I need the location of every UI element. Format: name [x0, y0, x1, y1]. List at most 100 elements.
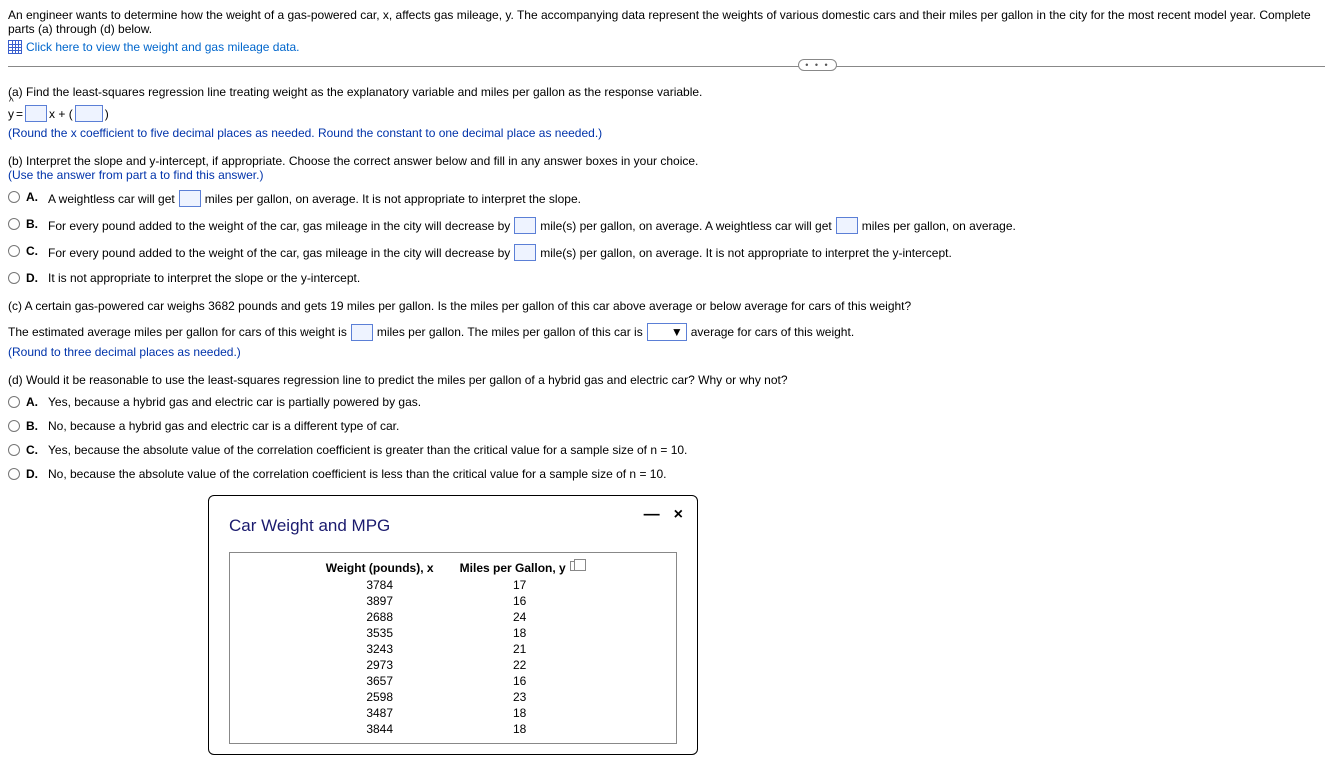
- part-b-options: A. A weightless car will get miles per g…: [8, 190, 1325, 285]
- bb-input2[interactable]: [836, 217, 858, 234]
- table-cell: 18: [446, 625, 593, 641]
- close-paren: ): [105, 107, 109, 121]
- col-mpg-header: Miles per Gallon, y: [446, 559, 593, 577]
- table-cell: 3535: [313, 625, 446, 641]
- table-cell: 21: [446, 641, 593, 657]
- table-cell: 16: [446, 593, 593, 609]
- regression-equation: y = x + ( ): [8, 105, 1325, 122]
- label-b: B.: [26, 217, 42, 231]
- da-text: Yes, because a hybrid gas and electric c…: [48, 395, 421, 409]
- radio-d-d[interactable]: [8, 468, 20, 480]
- bc-input[interactable]: [514, 244, 536, 261]
- bb-input1[interactable]: [514, 217, 536, 234]
- label-a: A.: [26, 190, 42, 204]
- close-button[interactable]: ×: [674, 506, 683, 524]
- slope-input[interactable]: [25, 105, 47, 122]
- part-b-prompt: (b) Interpret the slope and y-intercept,…: [8, 154, 1325, 168]
- table-cell: 3657: [313, 673, 446, 689]
- problem-intro: An engineer wants to determine how the w…: [8, 8, 1325, 36]
- x-plus: x + (: [49, 107, 73, 121]
- label-db: B.: [26, 419, 42, 433]
- option-d-a: A. Yes, because a hybrid gas and electri…: [8, 395, 1325, 409]
- radio-d-a[interactable]: [8, 396, 20, 408]
- ba-t1: A weightless car will get: [48, 192, 175, 206]
- option-d-d: D. No, because the absolute value of the…: [8, 467, 1325, 481]
- dc-text: Yes, because the absolute value of the c…: [48, 443, 687, 457]
- part-a: (a) Find the least-squares regression li…: [8, 85, 1325, 140]
- radio-b-c[interactable]: [8, 245, 20, 257]
- popup-title: Car Weight and MPG: [229, 516, 677, 536]
- dd-text: No, because the absolute value of the co…: [48, 467, 666, 481]
- table-cell: 24: [446, 609, 593, 625]
- pc-mpg-input[interactable]: [351, 324, 373, 341]
- table-row: 384418: [313, 721, 593, 737]
- option-b-d: D. It is not appropriate to interpret th…: [8, 271, 1325, 285]
- part-a-note: (Round the x coefficient to five decimal…: [8, 126, 1325, 140]
- pc-t3: average for cars of this weight.: [691, 325, 854, 339]
- chevron-down-icon: ▼: [671, 325, 683, 339]
- pc-t1: The estimated average miles per gallon f…: [8, 325, 347, 339]
- data-popup: — × Car Weight and MPG Weight (pounds), …: [208, 495, 698, 755]
- radio-b-b[interactable]: [8, 218, 20, 230]
- label-dc: C.: [26, 443, 42, 457]
- table-row: 365716: [313, 673, 593, 689]
- table-cell: 18: [446, 705, 593, 721]
- pc-t2: miles per gallon. The miles per gallon o…: [377, 325, 643, 339]
- label-d: D.: [26, 271, 42, 285]
- table-row: 378417: [313, 577, 593, 593]
- table-row: 389716: [313, 593, 593, 609]
- part-c: (c) A certain gas-powered car weighs 368…: [8, 299, 1325, 359]
- view-data-link[interactable]: Click here to view the weight and gas mi…: [26, 40, 300, 54]
- part-b-note: (Use the answer from part a to find this…: [8, 168, 1325, 182]
- bb-t1: For every pound added to the weight of t…: [48, 219, 510, 233]
- bd-t1: It is not appropriate to interpret the s…: [48, 271, 360, 285]
- part-c-prompt: (c) A certain gas-powered car weighs 368…: [8, 299, 1325, 313]
- part-d-prompt: (d) Would it be reasonable to use the le…: [8, 373, 1325, 387]
- part-c-note: (Round to three decimal places as needed…: [8, 345, 1325, 359]
- table-cell: 18: [446, 721, 593, 737]
- radio-d-c[interactable]: [8, 444, 20, 456]
- section-divider: • • •: [8, 66, 1325, 67]
- radio-d-b[interactable]: [8, 420, 20, 432]
- intercept-input[interactable]: [75, 105, 103, 122]
- radio-b-d[interactable]: [8, 272, 20, 284]
- table-cell: 3844: [313, 721, 446, 737]
- data-link-row: Click here to view the weight and gas mi…: [8, 40, 1325, 54]
- radio-b-a[interactable]: [8, 191, 20, 203]
- copy-icon[interactable]: [570, 561, 580, 571]
- part-c-answer-row: The estimated average miles per gallon f…: [8, 323, 1325, 341]
- table-icon: [8, 40, 22, 54]
- table-row: 324321: [313, 641, 593, 657]
- data-table-container: Weight (pounds), x Miles per Gallon, y 3…: [229, 552, 677, 744]
- label-dd: D.: [26, 467, 42, 481]
- bb-t2: mile(s) per gallon, on average. A weight…: [540, 219, 831, 233]
- option-b-b: B. For every pound added to the weight o…: [8, 217, 1325, 234]
- table-row: 297322: [313, 657, 593, 673]
- option-b-c: C. For every pound added to the weight o…: [8, 244, 1325, 261]
- pc-select[interactable]: ▼: [647, 323, 687, 341]
- bb-t3: miles per gallon, on average.: [862, 219, 1016, 233]
- table-row: 259823: [313, 689, 593, 705]
- more-badge[interactable]: • • •: [798, 59, 836, 71]
- data-table: Weight (pounds), x Miles per Gallon, y 3…: [313, 559, 593, 737]
- y-hat: y: [8, 107, 14, 121]
- ba-t2: miles per gallon, on average. It is not …: [205, 192, 581, 206]
- table-cell: 3784: [313, 577, 446, 593]
- part-d-options: A. Yes, because a hybrid gas and electri…: [8, 395, 1325, 481]
- table-cell: 3487: [313, 705, 446, 721]
- table-cell: 2688: [313, 609, 446, 625]
- table-cell: 23: [446, 689, 593, 705]
- part-b: (b) Interpret the slope and y-intercept,…: [8, 154, 1325, 285]
- part-a-prompt: (a) Find the least-squares regression li…: [8, 85, 1325, 99]
- table-cell: 16: [446, 673, 593, 689]
- table-cell: 3897: [313, 593, 446, 609]
- ba-input[interactable]: [179, 190, 201, 207]
- table-cell: 3243: [313, 641, 446, 657]
- part-d: (d) Would it be reasonable to use the le…: [8, 373, 1325, 481]
- table-cell: 17: [446, 577, 593, 593]
- table-row: 348718: [313, 705, 593, 721]
- table-cell: 2973: [313, 657, 446, 673]
- table-cell: 22: [446, 657, 593, 673]
- option-d-b: B. No, because a hybrid gas and electric…: [8, 419, 1325, 433]
- minimize-button[interactable]: —: [644, 506, 660, 524]
